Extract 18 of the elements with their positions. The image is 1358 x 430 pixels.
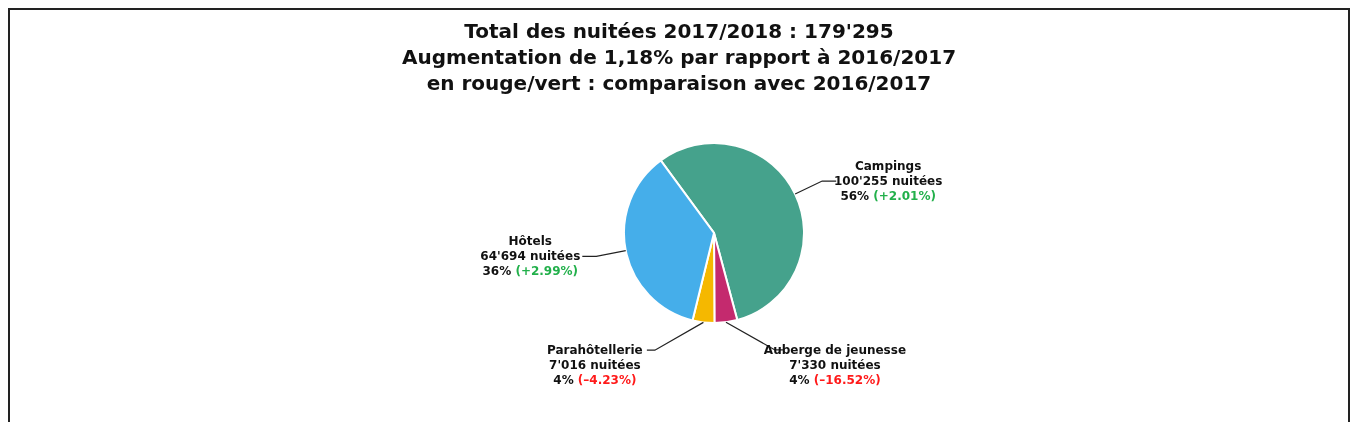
text: 36% <box>482 264 512 279</box>
slice-label: Campings <box>854 159 922 174</box>
data-label: 7'330 nuitées <box>789 357 881 372</box>
text: (+2.99%) <box>515 264 579 279</box>
text: (+2.01%) <box>873 189 936 204</box>
data-label: 7'016 nuitées <box>549 358 641 373</box>
chart-subtitle: Augmentation de 1,18% par rapport à 2016/2017 en rouge/vert : comparaison avec 2016/2017 <box>400 44 958 96</box>
text: (–4.23%) <box>577 373 637 388</box>
slice-label: Auberge de jeunesse <box>763 342 907 357</box>
data-label: 64'694 nuitées <box>480 249 581 264</box>
slice-label: Parahôtellerie <box>546 343 643 358</box>
text: 56% <box>840 189 870 204</box>
text: 4% <box>553 373 574 388</box>
slice-label: Hôtels <box>508 234 553 249</box>
text: 4% <box>789 372 810 387</box>
chart-title: Total des nuitées 2017/2018 : 179'295 <box>463 18 895 44</box>
text: (–16.52%) <box>813 372 881 387</box>
data-label: 100'255 nuitées <box>834 174 943 189</box>
